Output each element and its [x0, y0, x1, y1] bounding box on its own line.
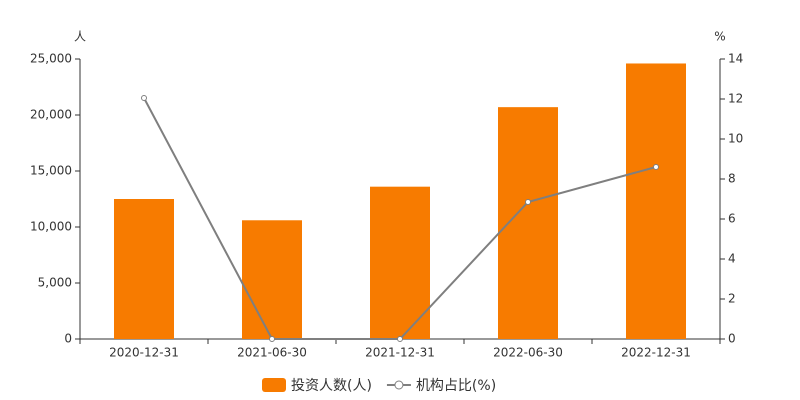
x-tick-label: 2021-12-31: [365, 346, 435, 360]
bar: [370, 186, 430, 339]
line-point: [397, 336, 403, 342]
y2-tick-label: 10: [728, 132, 743, 146]
bar: [242, 220, 302, 339]
y2-tick-label: 14: [728, 52, 743, 66]
x-tick-label: 2022-12-31: [621, 346, 691, 360]
y-tick-label: 5,000: [38, 276, 72, 290]
y2-tick-label: 2: [728, 292, 736, 306]
x-tick-label: 2021-06-30: [237, 346, 307, 360]
y2-tick-label: 8: [728, 172, 736, 186]
y-tick-label: 10,000: [30, 220, 72, 234]
y2-tick-label: 4: [728, 252, 736, 266]
legend-swatch: [394, 380, 404, 390]
bar: [626, 63, 686, 339]
legend-swatch: [262, 378, 286, 392]
legend-label: 机构占比(%): [416, 378, 496, 394]
legend-label: 投资人数(人): [291, 378, 372, 394]
y-tick-label: 0: [64, 332, 72, 346]
x-tick-label: 2022-06-30: [493, 346, 563, 360]
line-point: [269, 336, 275, 342]
y-tick-label: 15,000: [30, 164, 72, 178]
line-point: [141, 95, 147, 101]
y-tick-label: 20,000: [30, 108, 72, 122]
bar: [114, 199, 174, 339]
line-point: [525, 199, 531, 205]
x-tick-label: 2020-12-31: [109, 346, 179, 360]
y2-unit: %: [714, 30, 725, 44]
y-tick-label: 25,000: [30, 52, 72, 66]
y2-tick-label: 6: [728, 212, 736, 226]
y2-tick-label: 0: [728, 332, 736, 346]
line-point: [653, 164, 659, 170]
y-unit: 人: [74, 30, 86, 44]
y2-tick-label: 12: [728, 92, 743, 106]
